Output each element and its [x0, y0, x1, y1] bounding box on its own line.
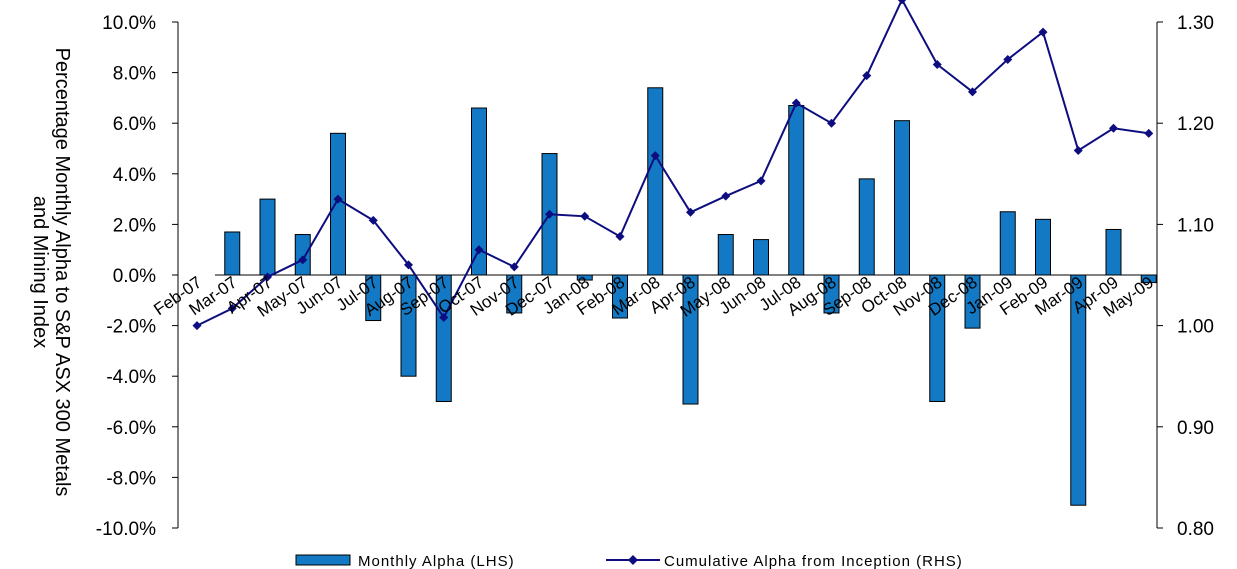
bar [894, 120, 910, 276]
right-axis: 1.30 1.20 1.10 1.00 0.90 0.80 [1156, 13, 1214, 540]
legend-line-marker [628, 555, 638, 565]
line-marker [932, 60, 942, 70]
bar [224, 231, 241, 276]
line-marker [439, 313, 449, 323]
line-marker [1109, 123, 1118, 133]
left-tick-label: 10.0% [102, 13, 156, 34]
left-tick-label: -4.0% [106, 367, 156, 388]
left-tick-label: 6.0% [113, 114, 156, 135]
category-labels: Feb-07Mar-07Apr-07May-07Jun-07Jul-07Aug-… [150, 273, 1157, 321]
line-marker [509, 262, 519, 272]
legend-line-label: Cumulative Alpha from Inception (RHS) [664, 553, 963, 569]
cumulative-line [196, 0, 1149, 327]
line-marker [404, 260, 413, 270]
bar [259, 198, 276, 276]
y-axis-title: Percentage Monthly Alpha to S&P ASX 300 … [29, 48, 73, 497]
y-axis-title-line1: Percentage Monthly Alpha to S&P ASX 300 … [51, 48, 73, 497]
left-tick-label: -2.0% [106, 317, 156, 338]
bar [294, 234, 311, 276]
line-marker [333, 194, 343, 204]
line-marker [791, 98, 801, 108]
right-tick-label: 1.20 [1177, 114, 1214, 135]
line-marker [474, 245, 484, 255]
right-tick-label: 0.80 [1177, 519, 1214, 540]
bar [753, 239, 769, 276]
line-marker [1073, 146, 1083, 156]
legend: Monthly Alpha (LHS) Cumulative Alpha from… [295, 553, 963, 569]
line-marker [1038, 27, 1048, 37]
left-tick-label: 8.0% [113, 64, 156, 85]
right-tick-label: 1.10 [1177, 215, 1214, 236]
right-tick-label: 1.30 [1177, 13, 1214, 34]
left-tick-label: -10.0% [96, 519, 156, 540]
line-marker [368, 215, 378, 225]
line-marker [862, 71, 872, 81]
left-tick-label: 2.0% [113, 215, 156, 236]
bar [999, 211, 1016, 276]
line-series [192, 0, 1154, 331]
bar [1140, 274, 1157, 284]
line-marker [897, 0, 907, 5]
line-marker [263, 272, 272, 282]
line-marker [298, 255, 308, 265]
right-tick-label: 1.00 [1177, 317, 1214, 338]
bar [330, 132, 346, 276]
left-tick-label: 0.0% [113, 266, 156, 287]
bar [858, 178, 875, 276]
bar [1035, 218, 1051, 276]
line-marker [615, 232, 625, 242]
left-tick-label: 4.0% [113, 165, 156, 186]
bar [788, 104, 805, 276]
line-marker [192, 321, 202, 331]
legend-bar-label: Monthly Alpha (LHS) [358, 553, 515, 569]
line-marker [756, 176, 766, 186]
line-marker [968, 87, 977, 97]
line-marker [545, 209, 554, 219]
bar [1105, 228, 1122, 276]
right-tick-label: 0.90 [1177, 418, 1214, 439]
line-marker [1144, 128, 1154, 138]
left-tick-label: -8.0% [106, 468, 156, 489]
line-marker [686, 207, 695, 217]
bar [717, 234, 734, 276]
legend-bar-swatch [295, 554, 351, 566]
line-marker [827, 118, 836, 128]
left-axis: 10.0% 8.0% 6.0% 4.0% 2.0% 0.0% -2.0% -4.0% -6.0%… [96, 13, 179, 540]
line-marker [580, 211, 590, 221]
line-marker [1003, 54, 1013, 64]
bar [647, 87, 664, 276]
left-tick-label: -6.0% [106, 418, 156, 439]
line-marker [650, 151, 660, 161]
line-marker [227, 303, 237, 313]
y-axis-title-line2: and Mining Index [29, 196, 51, 348]
line-marker [721, 191, 731, 201]
